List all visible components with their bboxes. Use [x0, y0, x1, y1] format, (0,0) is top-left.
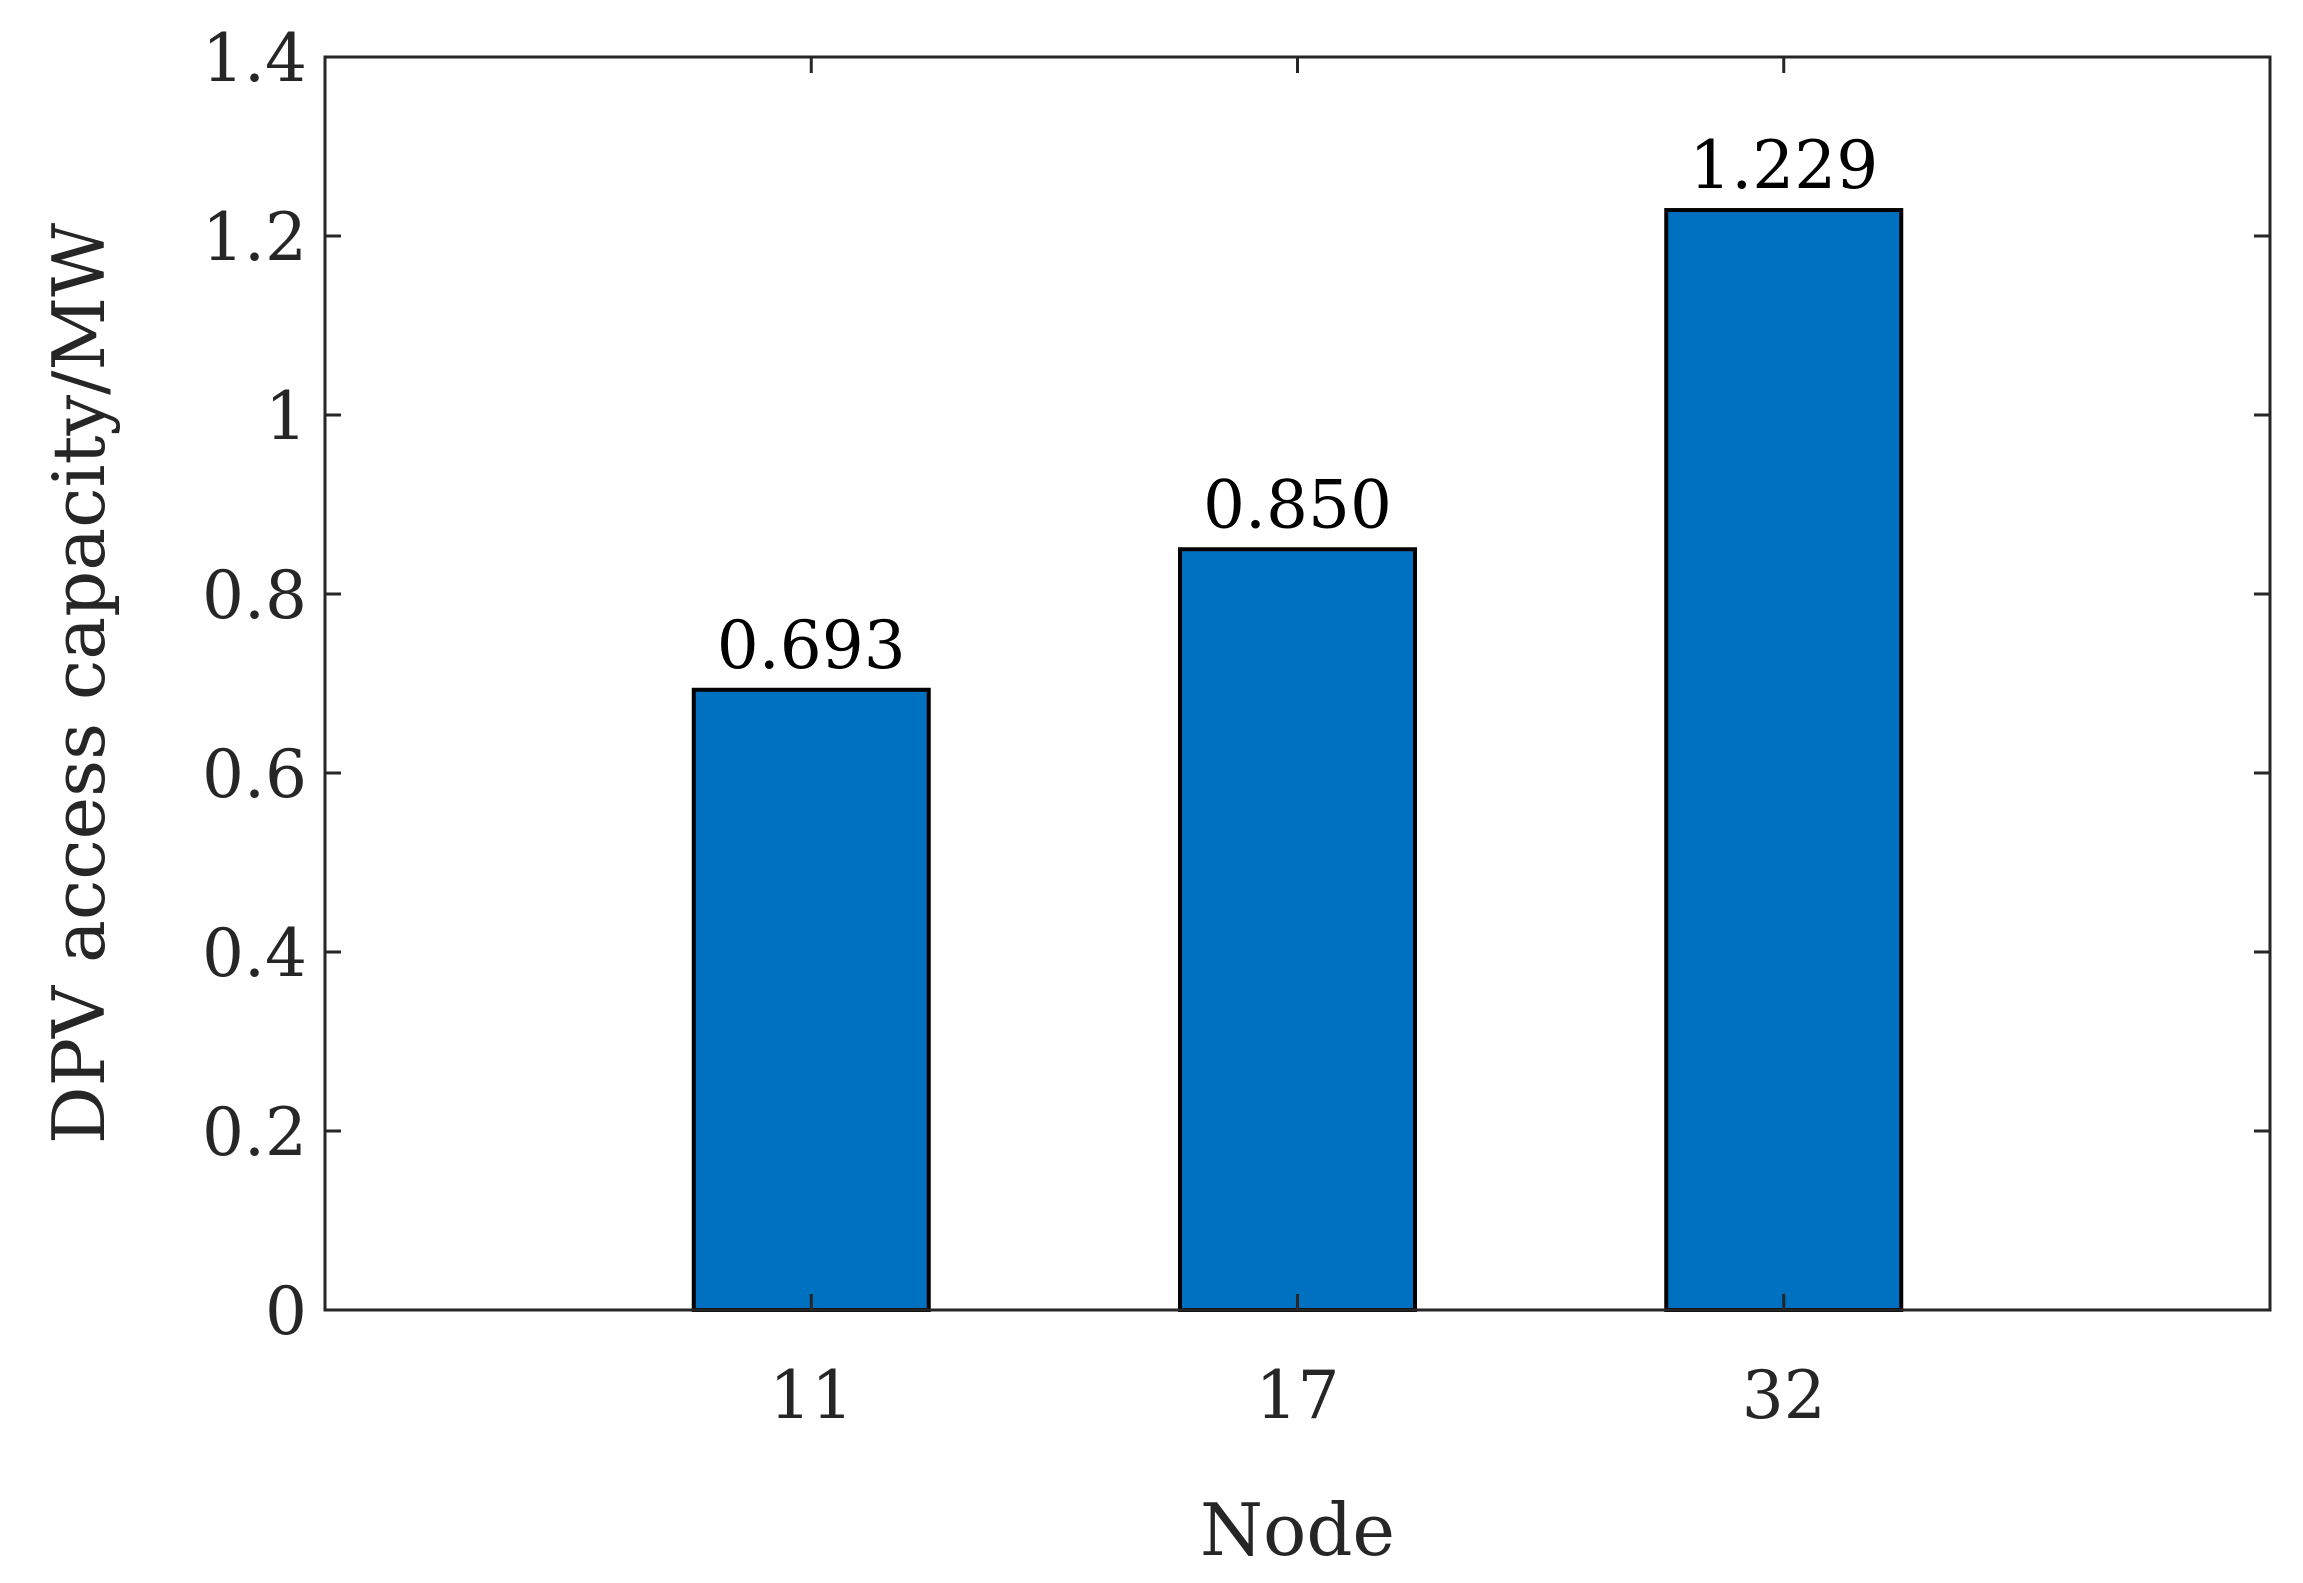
bar: [1664, 208, 1904, 1312]
x-tick-label: 32: [1742, 1357, 1826, 1434]
data-label: 0.850: [1203, 466, 1392, 543]
data-label: 0.693: [717, 607, 906, 684]
y-tick-label: 0.4: [202, 915, 307, 992]
y-tick-label: 0: [265, 1273, 307, 1350]
plot-area: 0.693 0.850 1.229 0 0.2 0.4 0.6 0.8 1 1.2 1.4 11 17 3…: [202, 20, 2272, 1434]
y-tick-label: 1.2: [202, 199, 307, 276]
y-tick-label: 1.4: [202, 20, 307, 97]
y-tick-label: 0.8: [202, 557, 307, 634]
x-tick-label: 17: [1256, 1357, 1340, 1434]
bar: [1178, 547, 1417, 1312]
x-tick-label: 11: [769, 1357, 853, 1434]
x-axis-title: Node: [1200, 1488, 1395, 1572]
bar: [691, 687, 931, 1312]
data-label: 1.229: [1689, 127, 1878, 204]
y-tick-label: 0.6: [202, 736, 307, 813]
y-tick-label: 0.2: [202, 1094, 307, 1171]
y-tick-label: 1: [265, 378, 307, 455]
y-axis-title: DPV access capacity/MW: [37, 223, 121, 1144]
